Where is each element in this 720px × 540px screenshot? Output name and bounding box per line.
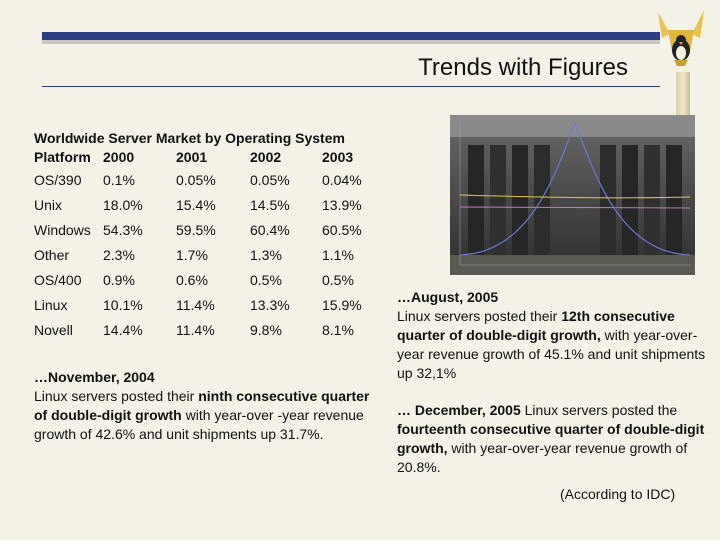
os-name: Unix <box>34 197 63 213</box>
table-cell: 0.05% <box>250 172 290 188</box>
table-cell: 14.5% <box>250 197 290 213</box>
table-cell: 15.4% <box>176 197 216 213</box>
table-cell: 1.7% <box>176 247 208 263</box>
table-cell: 0.05% <box>176 172 216 188</box>
table-cell: 13.3% <box>250 297 290 313</box>
table-cell: 9.8% <box>250 322 282 338</box>
table-cell: 0.1% <box>103 172 135 188</box>
os-name: OS/390 <box>34 172 82 188</box>
table-cell: 59.5% <box>176 222 216 238</box>
table-cell: 0.9% <box>103 272 135 288</box>
table-cell: 8.1% <box>322 322 354 338</box>
note-date: …November, 2004 <box>34 369 155 385</box>
title-bar-accent <box>42 32 660 40</box>
table-cell: 0.5% <box>250 272 282 288</box>
penguin-logo <box>658 10 704 66</box>
os-name: OS/400 <box>34 272 82 288</box>
table-cell: 0.6% <box>176 272 208 288</box>
note-emphasis: fourteenth consecutive quarter of double… <box>397 421 705 456</box>
table-cell: 1.3% <box>250 247 282 263</box>
notes-2005: …August, 2005 Linux servers posted their… <box>397 288 717 495</box>
note-emphasis: 12th consecutive quarter of double-digit… <box>397 308 675 343</box>
source-note: (According to IDC) <box>560 486 676 502</box>
os-name: Novell <box>34 322 73 338</box>
table-cell: 60.4% <box>250 222 290 238</box>
table-cell: 54.3% <box>103 222 143 238</box>
slide-title: Trends with Figures <box>418 54 628 81</box>
table-cell: 1.1% <box>322 247 354 263</box>
note-text: with year-over -year revenue growth of 4… <box>34 407 364 442</box>
table-cell: 60.5% <box>322 222 362 238</box>
note-text: with year-over-year revenue growth of 20… <box>397 440 688 475</box>
year-header: 2002 <box>250 149 282 165</box>
note-november-2004: …November, 2004 Linux servers posted the… <box>34 368 379 444</box>
table-cell: 11.4% <box>176 322 215 338</box>
title-bar-shadow <box>42 40 660 44</box>
year-header-row: Platform 2000 2001 2002 2003 <box>34 148 353 167</box>
os-name: Other <box>34 247 70 263</box>
year-header: 2000 <box>103 149 135 165</box>
table-cell: 15.9% <box>322 297 362 313</box>
note-december-2005: … December, 2005 Linux servers posted th… <box>397 401 717 477</box>
table-cell: 10.1% <box>103 297 143 313</box>
table-cell: 11.4% <box>176 297 215 313</box>
logo-pillar <box>676 72 690 124</box>
note-text: with year-over-year revenue growth of 45… <box>397 327 706 381</box>
table-caption: Worldwide Server Market by Operating Sys… <box>34 130 345 146</box>
os-name: Linux <box>34 297 68 313</box>
os-name: Windows <box>34 222 91 238</box>
table-cell: 0.04% <box>322 172 362 188</box>
table-cell: 14.4% <box>103 322 143 338</box>
note-emphasis: ninth consecutive quarter of double-digi… <box>34 388 370 423</box>
year-header: 2003 <box>322 149 354 165</box>
note-text: Linux servers posted their <box>397 308 562 324</box>
table-header: Worldwide Server Market by Operating Sys… <box>34 129 353 167</box>
note-text: Linux servers posted the <box>520 402 678 418</box>
table-cell: 0.5% <box>322 272 354 288</box>
year-header: 2001 <box>176 149 208 165</box>
note-august-2005: …August, 2005 Linux servers posted their… <box>397 288 717 383</box>
note-date: …August, 2005 <box>397 289 499 305</box>
platform-label: Platform <box>34 149 91 165</box>
title-underline <box>42 86 660 87</box>
note-date: … December, 2005 <box>397 402 521 418</box>
table-cell: 18.0% <box>103 197 143 213</box>
server-room-photo <box>450 115 695 275</box>
table-cell: 2.3% <box>103 247 135 263</box>
table-cell: 13.9% <box>322 197 362 213</box>
note-text: Linux servers posted their <box>34 388 199 404</box>
server-room-illustration <box>450 115 695 275</box>
